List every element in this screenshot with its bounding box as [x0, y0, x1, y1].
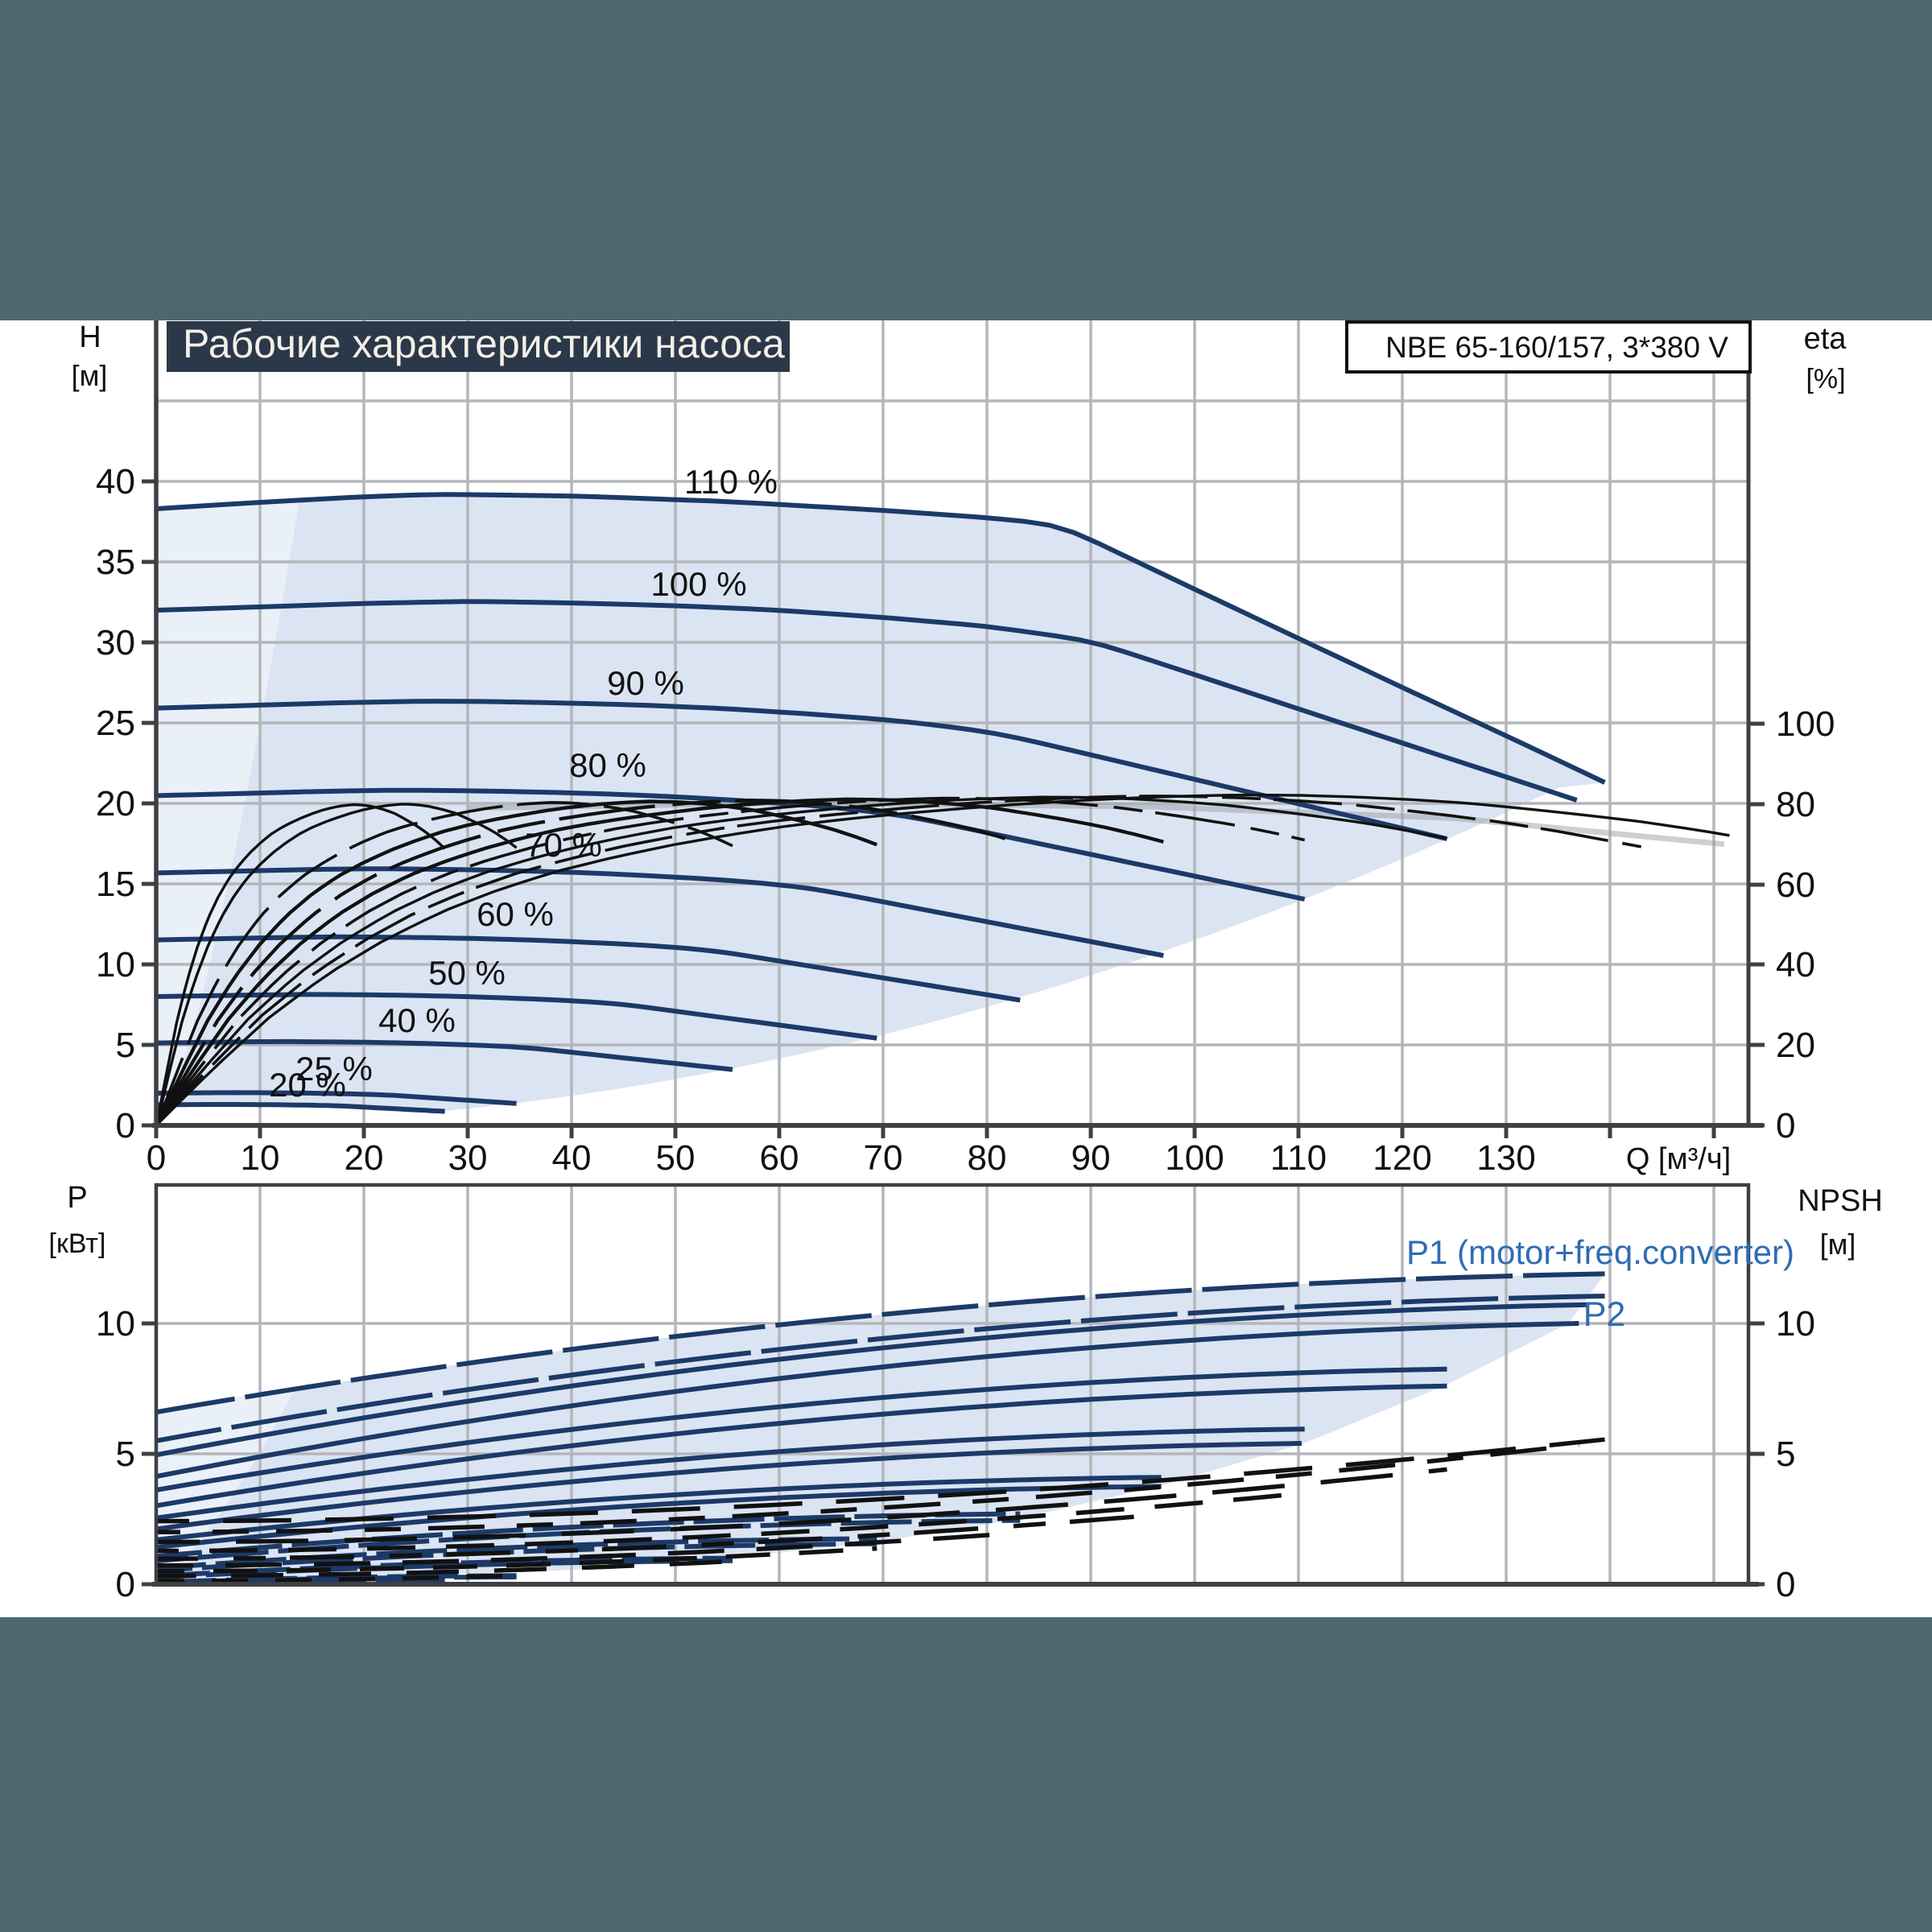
svg-text:[м]: [м] — [72, 359, 108, 392]
svg-text:100: 100 — [1776, 704, 1835, 744]
svg-text:0: 0 — [116, 1565, 135, 1604]
svg-text:20 %: 20 % — [269, 1066, 346, 1104]
svg-text:80: 80 — [1776, 785, 1815, 824]
svg-text:110: 110 — [1270, 1138, 1327, 1178]
svg-text:P: P — [67, 1181, 87, 1215]
svg-text:90 %: 90 % — [607, 664, 684, 702]
svg-text:[м]: [м] — [1820, 1228, 1856, 1261]
svg-text:30: 30 — [96, 623, 135, 663]
svg-text:60: 60 — [1776, 865, 1815, 905]
svg-text:80: 80 — [968, 1138, 1007, 1178]
svg-text:Q [м³/ч]: Q [м³/ч] — [1626, 1142, 1731, 1176]
svg-text:NPSH: NPSH — [1798, 1184, 1883, 1218]
svg-text:P1 (motor+freq.converter): P1 (motor+freq.converter) — [1406, 1233, 1794, 1271]
svg-text:60: 60 — [760, 1138, 799, 1178]
svg-text:60 %: 60 % — [477, 895, 554, 933]
svg-text:120: 120 — [1373, 1138, 1431, 1178]
svg-text:5: 5 — [116, 1435, 135, 1474]
svg-text:0: 0 — [116, 1106, 135, 1146]
svg-text:[кВт]: [кВт] — [49, 1228, 106, 1259]
svg-text:[%]: [%] — [1806, 364, 1845, 394]
svg-text:20: 20 — [96, 784, 135, 824]
svg-text:P2: P2 — [1583, 1295, 1626, 1334]
svg-text:10: 10 — [96, 1304, 135, 1344]
svg-text:110 %: 110 % — [684, 463, 778, 501]
svg-text:25: 25 — [96, 704, 135, 743]
svg-text:NBE 65-160/157, 3*380 V: NBE 65-160/157, 3*380 V — [1385, 331, 1728, 364]
svg-text:eta: eta — [1804, 322, 1847, 356]
svg-text:100 %: 100 % — [650, 565, 746, 603]
svg-text:H: H — [79, 320, 101, 354]
svg-text:10: 10 — [96, 945, 135, 985]
svg-text:5: 5 — [1776, 1435, 1795, 1474]
svg-text:Рабочие характеристики насоса: Рабочие характеристики насоса — [183, 321, 785, 366]
svg-text:0: 0 — [1776, 1106, 1795, 1146]
svg-text:40: 40 — [1776, 945, 1815, 985]
svg-text:5: 5 — [116, 1026, 135, 1065]
svg-text:40: 40 — [96, 462, 135, 502]
svg-text:50 %: 50 % — [428, 954, 506, 992]
svg-text:70: 70 — [864, 1138, 903, 1178]
svg-text:90: 90 — [1071, 1138, 1111, 1178]
svg-text:15: 15 — [96, 865, 135, 904]
svg-text:100: 100 — [1165, 1138, 1224, 1178]
svg-text:30: 30 — [448, 1138, 488, 1178]
svg-text:40 %: 40 % — [378, 1001, 456, 1039]
svg-text:10: 10 — [1776, 1304, 1815, 1344]
svg-text:25 %: 25 % — [295, 1050, 373, 1088]
svg-text:10: 10 — [241, 1138, 280, 1178]
svg-text:40: 40 — [552, 1138, 592, 1178]
svg-text:70 %: 70 % — [525, 826, 602, 864]
svg-text:50: 50 — [656, 1138, 696, 1178]
svg-text:130: 130 — [1476, 1138, 1535, 1178]
svg-text:20: 20 — [345, 1138, 384, 1178]
svg-text:35: 35 — [96, 543, 135, 582]
svg-text:0: 0 — [1776, 1565, 1795, 1604]
svg-text:0: 0 — [147, 1138, 166, 1178]
svg-text:80 %: 80 % — [569, 746, 646, 784]
svg-text:20: 20 — [1776, 1026, 1815, 1065]
